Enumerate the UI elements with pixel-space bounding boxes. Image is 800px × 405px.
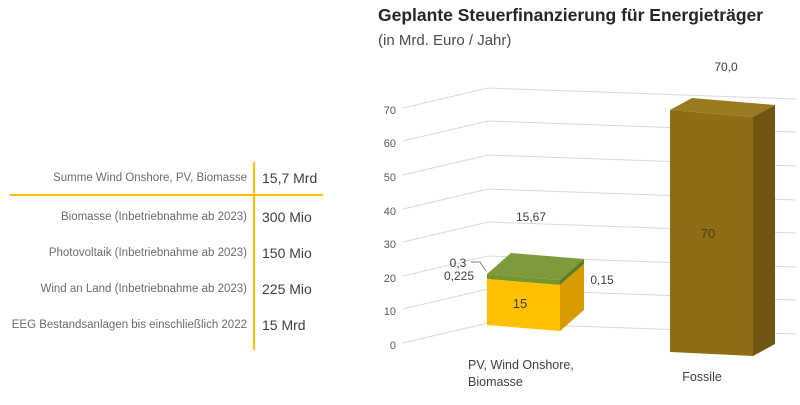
y-tick: 30 — [384, 239, 396, 251]
table-row-value: 225 Mio — [262, 281, 312, 297]
table-row-label: Summe Wind Onshore, PV, Biomasse — [53, 172, 247, 184]
table-row-value: 300 Mio — [262, 209, 312, 225]
y-tick: 70 — [384, 105, 396, 117]
table-divider-horizontal — [10, 194, 323, 196]
y-tick: 60 — [384, 138, 396, 150]
bar-fossil — [670, 98, 775, 356]
table-row-label: EEG Bestandsanlagen bis einschließlich 2… — [11, 319, 247, 331]
label-wind: 0,225 — [444, 269, 474, 283]
chart-title: Geplante Steuerfinanzierung für Energiet… — [378, 5, 764, 25]
bar-renewables-side-face — [560, 264, 584, 331]
table-row-value: 15,7 Mrd — [262, 170, 318, 186]
bar-renewables-front-face — [487, 279, 560, 331]
bar-fossil-top-face — [670, 98, 775, 117]
table-row: Photovoltaik (Inbetriebnahme ab 2023) 15… — [0, 235, 340, 271]
data-labels: 15,67 0,3 0,225 0,15 15 70,0 70 — [444, 60, 738, 311]
bar-renewables — [487, 253, 584, 331]
bar-chart-3d: 0 10 20 30 40 50 60 70 15,67 0, — [384, 60, 797, 389]
label-pv: 0,15 — [590, 273, 614, 287]
gridline-70 — [402, 87, 797, 109]
table-row: Wind an Land (Inbetriebnahme ab 2023) 22… — [0, 271, 340, 307]
table-row-label: Biomasse (Inbetriebnahme ab 2023) — [60, 211, 247, 223]
y-tick: 50 — [384, 172, 396, 184]
table-divider-vertical — [253, 162, 255, 350]
table-row-value: 150 Mio — [262, 245, 312, 261]
table-row: Summe Wind Onshore, PV, Biomasse 15,7 Mr… — [0, 160, 340, 196]
y-tick: 10 — [384, 306, 396, 318]
label-fossil-value: 70 — [701, 226, 715, 241]
table-row-label: Photovoltaik (Inbetriebnahme ab 2023) — [48, 247, 247, 259]
category-fossil: Fossile — [682, 370, 722, 384]
chart-subtitle: (in Mrd. Euro / Jahr) — [378, 32, 512, 49]
table-row: Biomasse (Inbetriebnahme ab 2023) 300 Mi… — [0, 199, 340, 235]
y-axis: 0 10 20 30 40 50 60 70 — [384, 105, 396, 352]
label-biomasse: 0,3 — [450, 256, 467, 270]
table-row: EEG Bestandsanlagen bis einschließlich 2… — [0, 307, 340, 343]
bar-renewables-side-green — [560, 259, 584, 285]
label-renewables-base: 15 — [513, 296, 527, 311]
table-row-label: Wind an Land (Inbetriebnahme ab 2023) — [40, 283, 247, 295]
category-renewables-line1: PV, Wind Onshore, — [468, 358, 574, 372]
bar-renewables-front-green — [487, 274, 560, 285]
bar-fossil-front-face — [670, 110, 753, 356]
y-tick: 20 — [384, 273, 396, 285]
bar-fossil-side-face — [753, 105, 775, 356]
label-renewables-total: 15,67 — [516, 210, 546, 224]
y-tick: 40 — [384, 206, 396, 218]
table-row-value: 15 Mrd — [262, 317, 306, 333]
leader-line-biomasse — [471, 261, 487, 272]
y-tick: 0 — [390, 340, 396, 352]
bar-renewables-top-face — [487, 253, 584, 280]
label-fossil-total: 70,0 — [714, 60, 738, 74]
category-renewables-line2: Biomasse — [468, 375, 523, 389]
x-axis-labels: PV, Wind Onshore, Biomasse Fossile — [468, 358, 722, 389]
